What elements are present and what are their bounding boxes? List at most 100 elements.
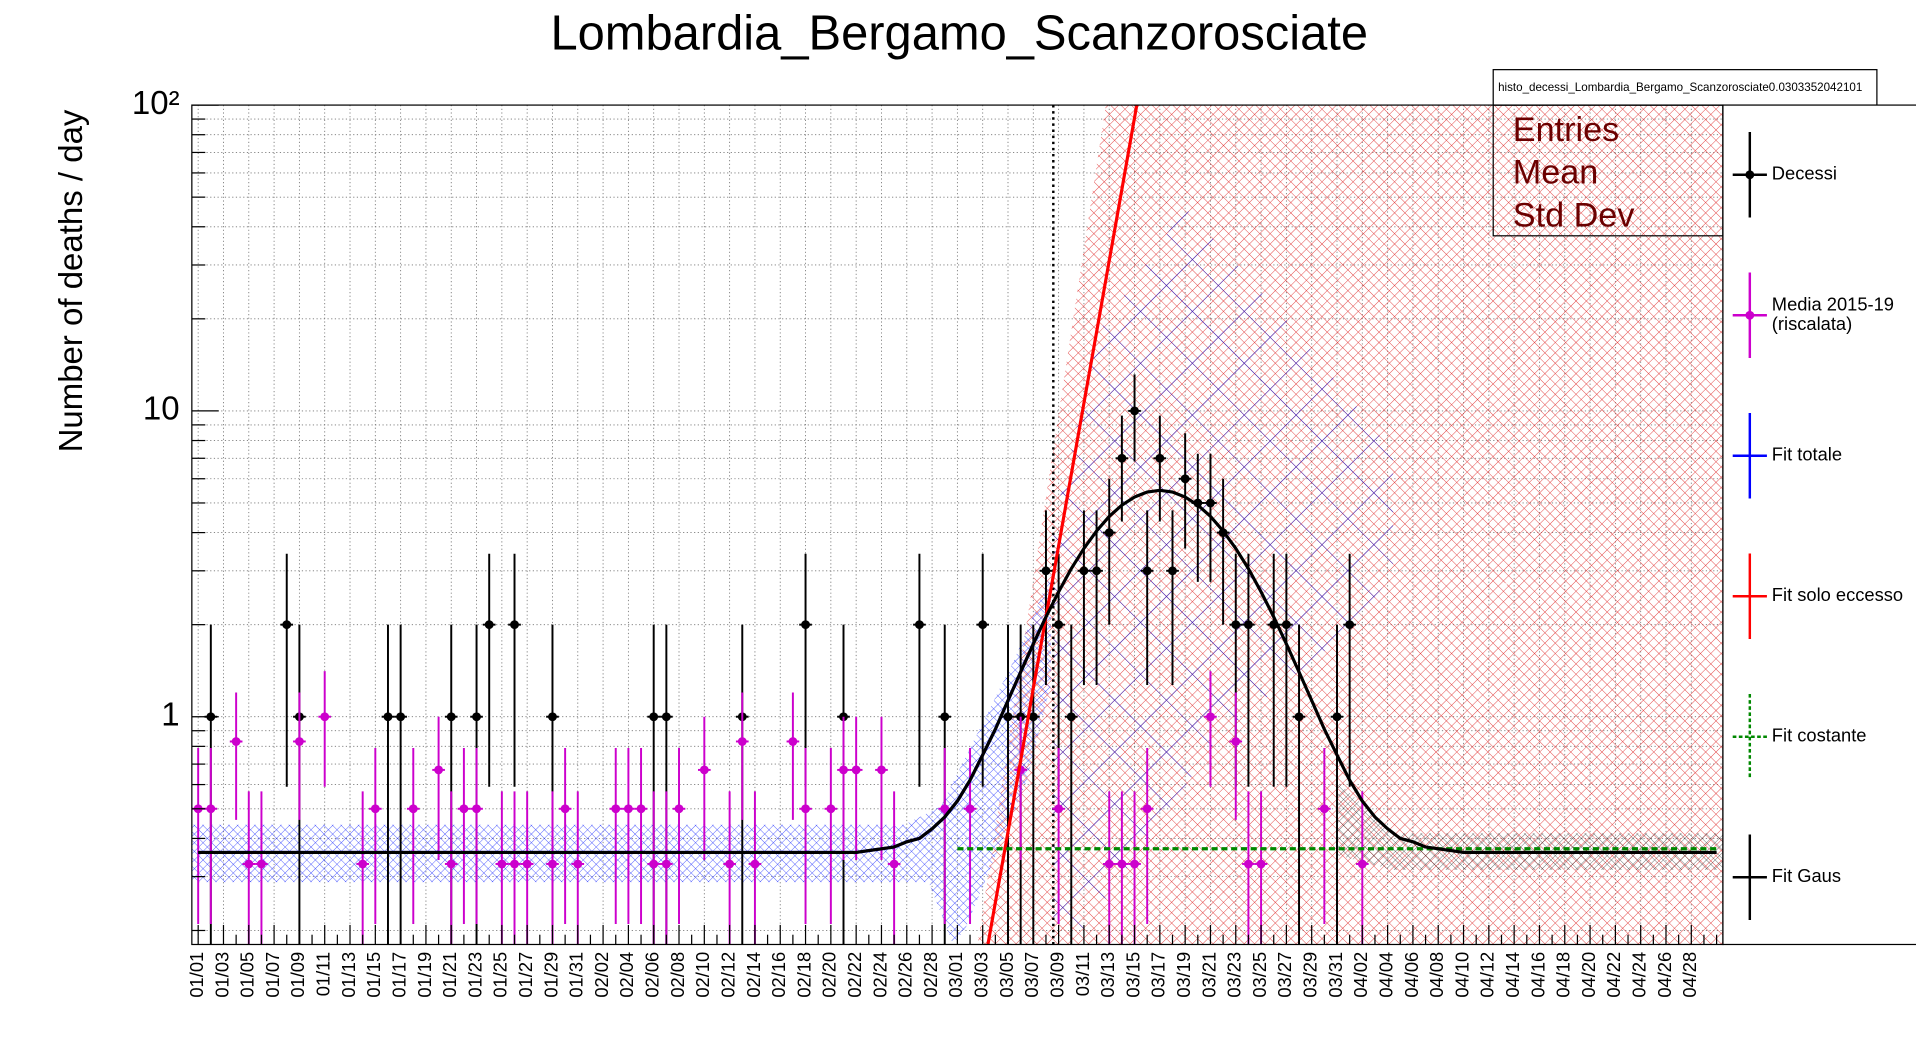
data-point	[484, 620, 494, 630]
data-point	[396, 712, 406, 722]
data-point	[560, 804, 570, 814]
x-tick-label: 02/18	[793, 952, 814, 998]
x-tick-label: 03/09	[1046, 952, 1067, 998]
x-tick-label: 04/04	[1375, 952, 1396, 998]
x-tick-label: 04/14	[1502, 952, 1523, 998]
data-point	[1117, 453, 1127, 463]
fit-line	[986, 105, 1139, 945]
x-tick-label: 03/25	[1249, 952, 1270, 998]
data-point	[573, 859, 583, 869]
data-point	[1319, 804, 1329, 814]
data-point	[877, 765, 886, 775]
data-point	[826, 804, 836, 814]
x-tick-label: 01/23	[464, 952, 485, 998]
data-point	[1231, 620, 1241, 630]
data-point	[1054, 804, 1064, 814]
x-tick-label: 02/08	[667, 952, 688, 998]
legend-label-line: (riscalata)	[1772, 313, 1852, 334]
y-axis-title: Number of deaths / day	[52, 109, 89, 452]
legend-label: Media 2015-19 (riscalata)	[1772, 293, 1894, 334]
data-point	[1130, 859, 1139, 869]
x-tick-label: 03/21	[1198, 952, 1219, 998]
data-point	[446, 859, 456, 869]
x-tick-label: 04/24	[1629, 952, 1650, 998]
x-tick-label: 01/27	[515, 952, 536, 998]
data-point	[1117, 859, 1127, 869]
data-point	[383, 712, 393, 722]
data-point	[231, 737, 241, 746]
data-point	[472, 712, 481, 722]
fit-line	[198, 488, 1717, 855]
data-point	[1281, 620, 1291, 630]
data-point	[257, 859, 266, 869]
x-tick-label: 03/23	[1224, 952, 1245, 998]
x-tick-label: 03/11	[1072, 952, 1093, 996]
x-tick-label: 01/11	[313, 952, 334, 996]
x-tick-label: 03/17	[1148, 952, 1169, 998]
data-point	[1168, 566, 1177, 576]
data-point	[1206, 498, 1215, 508]
x-tick-label: 02/24	[869, 952, 890, 998]
x-tick-label: 04/18	[1553, 952, 1574, 998]
data-point	[1054, 620, 1064, 630]
x-tick-label: 01/07	[262, 952, 283, 998]
x-tick-label: 02/26	[895, 952, 916, 998]
data-point	[510, 620, 519, 630]
data-point	[1294, 712, 1304, 722]
legend-label: Fit solo eccesso	[1772, 584, 1903, 605]
legend: Decessi Media 2015-19 (riscalata) Fit total…	[1732, 131, 1903, 921]
x-tick-label: 02/20	[819, 952, 840, 998]
x-tick-label: 04/20	[1578, 952, 1599, 998]
data-point	[1244, 859, 1253, 869]
x-tick-label: 03/07	[1021, 952, 1042, 998]
y-tick-label: 1	[161, 695, 179, 732]
legend-label: Decessi	[1772, 163, 1837, 184]
x-tick-label: 01/05	[237, 952, 258, 998]
data-point	[725, 859, 735, 869]
legend-marker	[1745, 170, 1755, 180]
data-point	[940, 712, 950, 722]
data-point	[1142, 566, 1152, 576]
data-point	[459, 804, 469, 814]
data-point	[674, 804, 684, 814]
data-point	[522, 859, 532, 869]
x-tick-label: 04/06	[1401, 952, 1422, 998]
x-tick-label: 04/16	[1527, 952, 1548, 998]
data-point	[1130, 406, 1139, 416]
data-point	[940, 804, 950, 814]
x-tick-label: 04/10	[1451, 952, 1472, 998]
x-tick-label: 02/02	[591, 952, 612, 998]
legend-box	[1722, 104, 1916, 946]
x-tick-label: 02/14	[743, 952, 764, 998]
data-point	[370, 804, 380, 814]
x-tick-label: 04/28	[1679, 952, 1700, 998]
x-tick-label: 04/22	[1603, 952, 1624, 998]
x-tick-label: 01/03	[211, 952, 232, 998]
data-point	[737, 737, 747, 746]
data-point	[661, 712, 671, 722]
data-point	[548, 712, 557, 722]
data-point	[1028, 712, 1038, 722]
x-tick-label: 04/02	[1350, 952, 1371, 998]
data-point	[649, 712, 659, 722]
data-point	[1041, 566, 1051, 576]
x-tick-label: 01/19	[414, 952, 435, 998]
x-tick-label: 03/15	[1122, 952, 1143, 998]
data-point	[915, 620, 924, 630]
data-point	[965, 804, 975, 814]
data-point	[839, 765, 848, 775]
legend-marker	[1745, 310, 1755, 320]
x-tick-label: 01/21	[439, 952, 460, 998]
data-point	[750, 859, 760, 869]
y-tick-label: 10	[143, 390, 180, 427]
data-point	[649, 859, 659, 869]
data-point	[295, 737, 304, 746]
data-point	[1231, 737, 1241, 746]
stats-label: Mean	[1513, 154, 1599, 192]
x-tick-label: 01/31	[566, 952, 587, 998]
x-tick-label: 01/15	[363, 952, 384, 998]
x-tick-label: 04/26	[1654, 952, 1675, 998]
